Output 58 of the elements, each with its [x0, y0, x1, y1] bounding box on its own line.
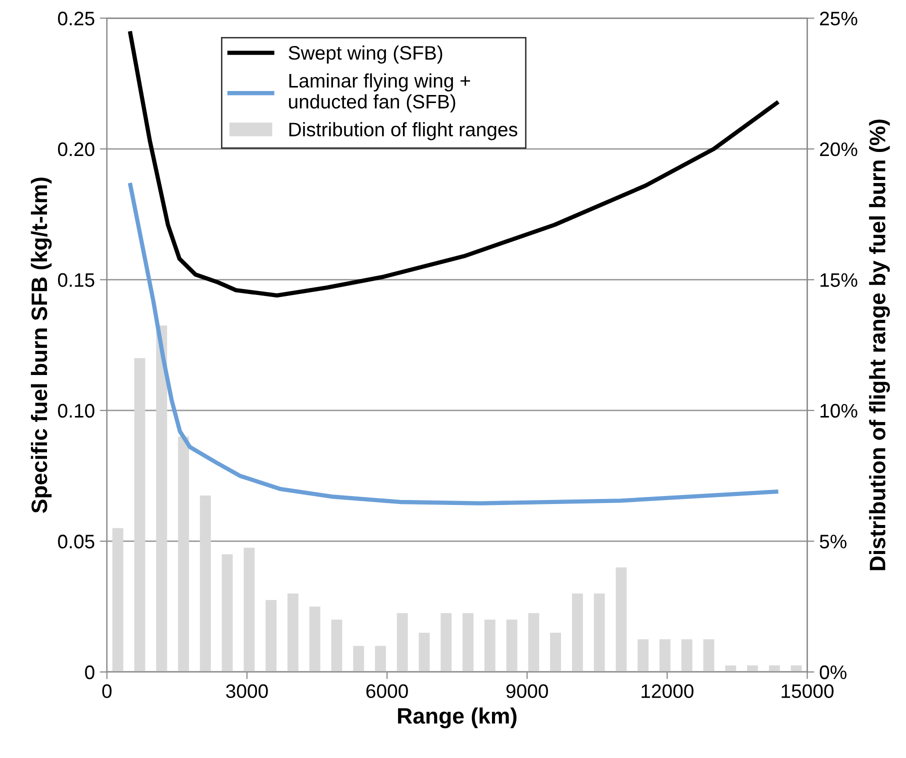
y2-tick-label: 5%	[820, 534, 846, 548]
bar	[681, 639, 692, 672]
y2-tick-label: 20%	[820, 142, 858, 156]
x-tick-label: 15000	[782, 684, 834, 698]
bar	[222, 554, 233, 672]
bar	[244, 548, 255, 672]
bar	[462, 613, 474, 672]
bar	[266, 600, 277, 672]
y2-tick-label: 15%	[820, 273, 858, 287]
bar	[178, 436, 189, 672]
bar	[616, 567, 627, 672]
x-tick-label: 12000	[642, 684, 694, 698]
x-axis-title: Range (km)	[398, 707, 516, 728]
bar	[200, 495, 211, 672]
y-tick-label: 0.15	[58, 273, 94, 287]
bar	[396, 613, 408, 672]
bar	[440, 613, 452, 672]
bar	[287, 594, 298, 672]
x-tick-label: 0	[102, 684, 112, 698]
y-tick-label: 0.20	[58, 142, 94, 156]
bar	[747, 665, 758, 672]
bar	[790, 665, 802, 672]
line-series	[128, 180, 780, 506]
bar	[374, 646, 386, 672]
y2-axis-title: Distribution of flight range by fuel burn (%)	[869, 120, 890, 570]
x-tick-label: 3000	[226, 684, 268, 698]
x-tick-label: 9000	[506, 684, 548, 698]
bar	[638, 639, 649, 672]
legend-label: Swept wing (SFB)	[288, 46, 442, 64]
bar	[572, 594, 583, 672]
y-axis-title: Specific fuel burn SFB (kg/t-km)	[30, 178, 52, 513]
bar	[331, 620, 342, 672]
y2-tick-label: 25%	[820, 12, 858, 26]
bar	[112, 528, 124, 672]
bar	[660, 639, 670, 672]
bar	[156, 325, 168, 672]
bar	[484, 620, 496, 672]
legend-label: Laminar flying wing + unducted fan (SFB)	[289, 73, 470, 112]
bar	[703, 639, 714, 672]
bar	[353, 646, 364, 672]
bar	[725, 665, 736, 672]
bar	[768, 665, 780, 672]
bar	[528, 613, 540, 672]
bar	[506, 620, 518, 672]
y2-tick-label: 10%	[820, 404, 858, 418]
bar	[550, 632, 562, 672]
x-tick-label: 6000	[366, 684, 408, 698]
bar	[594, 594, 605, 672]
bar	[418, 632, 430, 672]
bar	[309, 606, 320, 672]
y-tick-label: 0.25	[58, 12, 94, 26]
line-series	[128, 29, 780, 298]
bar	[134, 358, 146, 672]
legend-label: Distribution of flight ranges	[289, 122, 518, 140]
y-tick-label: 0.05	[58, 534, 94, 548]
y-tick-label: 0.10	[58, 404, 94, 418]
y-tick-label: 0	[85, 665, 94, 680]
y2-tick-label: 0%	[820, 665, 846, 680]
